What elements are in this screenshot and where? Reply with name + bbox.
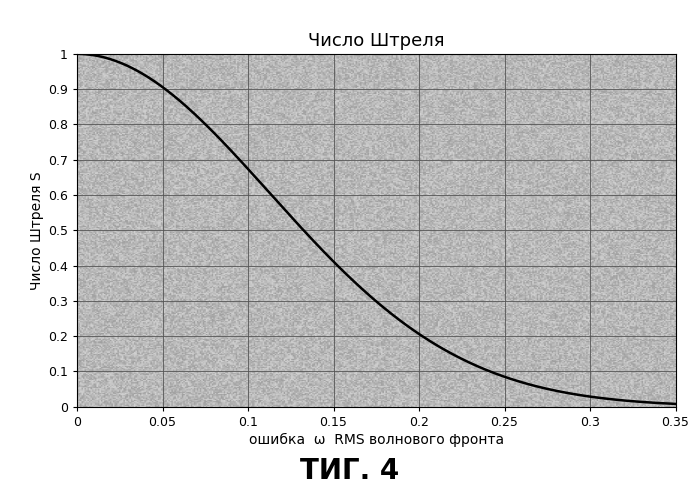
Text: ΤИГ. 4: ΤИГ. 4 [300,457,400,485]
Y-axis label: Число Штреля S: Число Штреля S [30,171,44,290]
X-axis label: ошибка  ω  RMS волнового фронта: ошибка ω RMS волнового фронта [248,433,504,447]
Title: Число Штреля: Число Штреля [308,31,444,49]
